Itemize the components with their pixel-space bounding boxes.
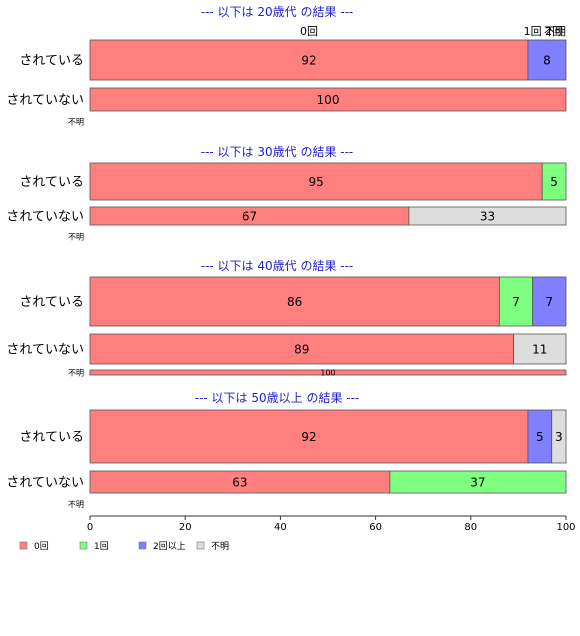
row-label: 不明 — [68, 232, 84, 241]
x-tick-label: 80 — [464, 522, 477, 533]
legend-label: 0回 — [34, 541, 49, 552]
data-label: 100 — [317, 93, 340, 107]
bar-segment — [89, 87, 567, 112]
bar-segment — [532, 276, 567, 327]
row-label: されている — [19, 430, 84, 445]
data-label: 5 — [536, 430, 544, 444]
panel-title: --- 以下は 20歳代 の結果 --- — [201, 5, 354, 19]
x-tick-label: 20 — [179, 522, 192, 533]
data-label: 7 — [546, 295, 554, 309]
top-segment-label: 2回 — [545, 25, 563, 38]
data-label: 92 — [301, 430, 316, 444]
legend-label: 1回 — [94, 541, 109, 552]
bar-segment — [551, 409, 567, 464]
x-tick-label: 60 — [369, 522, 382, 533]
bar-segment — [89, 409, 529, 464]
x-tick-label: 40 — [274, 522, 287, 533]
legend-label: 2回以上 — [153, 541, 186, 552]
row-label: されている — [19, 54, 84, 69]
data-label: 63 — [232, 475, 247, 489]
x-tick-label: 100 — [556, 522, 575, 533]
top-segment-label: 0回 — [300, 25, 318, 38]
row-label: されている — [19, 295, 84, 310]
bar-segment — [389, 470, 567, 494]
bar-segment — [89, 333, 515, 365]
data-label: 92 — [301, 53, 316, 67]
top-segment-label: 1回 — [524, 25, 542, 38]
data-label: 37 — [470, 475, 485, 489]
bar-segment — [408, 206, 567, 226]
legend-swatch — [196, 541, 205, 550]
panel-title: --- 以下は 50歳以上 の結果 --- — [195, 391, 360, 405]
panel-title: --- 以下は 30歳代 の結果 --- — [201, 145, 354, 159]
legend-swatch — [79, 541, 88, 550]
data-label: 11 — [532, 342, 547, 356]
data-label: 5 — [550, 175, 558, 189]
legend-label: 不明 — [211, 541, 229, 552]
row-label: 不明 — [68, 368, 84, 377]
bar-segment — [513, 333, 567, 365]
row-label: 不明 — [68, 117, 84, 126]
bar-segment — [89, 162, 543, 201]
row-label: 不明 — [68, 500, 84, 509]
x-tick-label: 0 — [87, 522, 93, 533]
row-label: されていない — [6, 93, 84, 108]
bar-segment — [498, 276, 534, 327]
data-label: 33 — [480, 209, 495, 223]
bar-segment — [89, 369, 567, 376]
bar-segment — [89, 276, 500, 327]
legend-swatch — [19, 541, 28, 550]
panel-title: --- 以下は 40歳代 の結果 --- — [201, 259, 354, 273]
row-label: されていない — [6, 210, 84, 225]
data-label: 95 — [308, 175, 323, 189]
data-label: 89 — [294, 342, 309, 356]
data-label: 7 — [512, 295, 520, 309]
data-label: 3 — [555, 430, 563, 444]
row-label: されている — [19, 175, 84, 190]
row-label: されていない — [6, 476, 84, 491]
bar-segment — [527, 39, 567, 81]
bar-segment — [541, 162, 567, 201]
data-label: 100 — [320, 368, 335, 377]
row-label: されていない — [6, 343, 84, 358]
data-label: 67 — [242, 209, 257, 223]
top-segment-label: 不明 — [544, 25, 566, 38]
data-label: 86 — [287, 295, 302, 309]
data-label: 8 — [543, 53, 551, 67]
legend-swatch — [138, 541, 147, 550]
